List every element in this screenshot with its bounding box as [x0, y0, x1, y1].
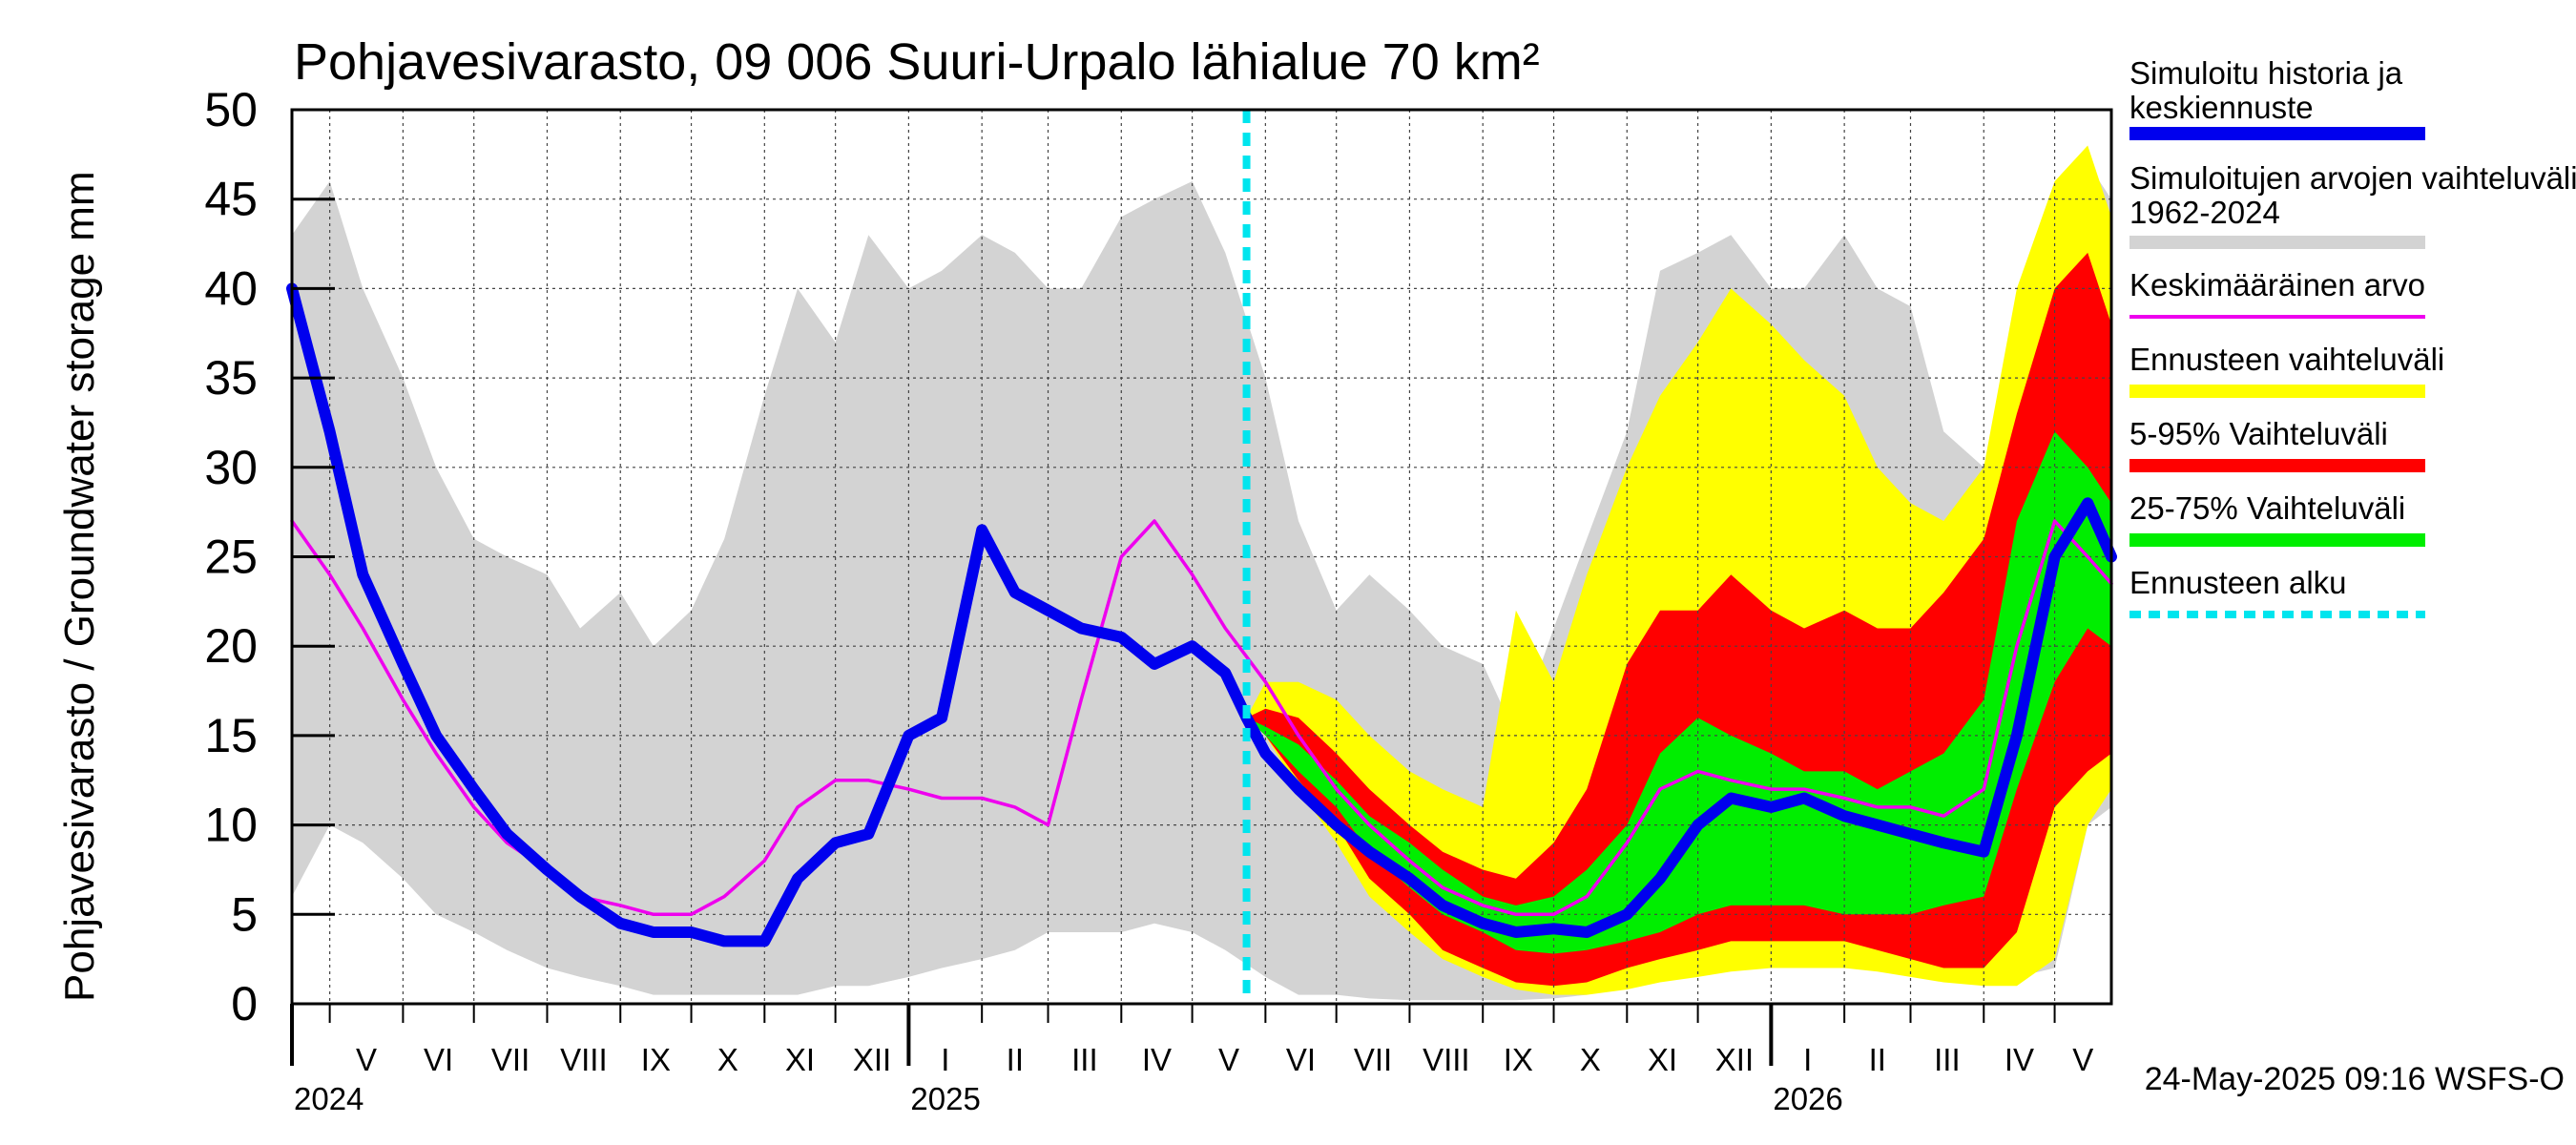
month-label: VII	[1354, 1042, 1392, 1077]
legend-label-range: Simuloitujen arvojen vaihteluväli 1962-20…	[2129, 160, 2576, 230]
month-label: I	[941, 1042, 949, 1077]
y-tick-label: 5	[231, 887, 258, 941]
chart-title: Pohjavesivarasto, 09 006 Suuri-Urpalo lä…	[294, 33, 1540, 91]
month-label: VIII	[1423, 1042, 1470, 1077]
month-label: XII	[1715, 1042, 1754, 1077]
legend-label-history: Simuloitu historia ja keskiennuste	[2129, 55, 2403, 125]
month-label: IX	[641, 1042, 671, 1077]
month-label: XI	[785, 1042, 815, 1077]
grid-layer	[292, 110, 2111, 1004]
month-label: VI	[424, 1042, 453, 1077]
legend-label-p5_95: 5-95% Vaihteluväli	[2129, 416, 2388, 451]
y-tick-label: 15	[204, 709, 258, 762]
legend-label-forecast_start: Ennusteen alku	[2129, 565, 2347, 600]
month-label: III	[1071, 1042, 1098, 1077]
year-label: 2026	[1773, 1081, 1842, 1116]
x-ticks: V VI VII VIII IX X XI XII I II III IV V VI VII VIII IX X X…	[290, 1004, 2093, 1116]
year-label: 2024	[294, 1081, 364, 1116]
month-label: V	[2072, 1042, 2093, 1077]
series-history	[286, 282, 2117, 947]
month-label: III	[1934, 1042, 1961, 1077]
y-tick-label: 25	[204, 531, 258, 584]
month-label: IV	[1142, 1042, 1172, 1077]
timestamp: 24-May-2025 09:16 WSFS-O	[2145, 1061, 2565, 1097]
month-label: IV	[2005, 1042, 2034, 1077]
month-label: II	[1007, 1042, 1024, 1077]
band-25-75	[1246, 431, 2111, 954]
y-ticks: 0 5 10 15 20 25 30 35 40 45 50	[204, 83, 335, 1030]
month-label: XII	[853, 1042, 891, 1077]
lines-layer	[286, 110, 2117, 1004]
legend: Simuloitu historia ja keskiennuste Simuloi…	[2129, 55, 2576, 618]
y-tick-label: 0	[231, 977, 258, 1030]
legend-label-p25_75: 25-75% Vaihteluväli	[2129, 490, 2405, 526]
month-label: VII	[491, 1042, 530, 1077]
bands-layer	[292, 145, 2111, 1001]
month-label: II	[1869, 1042, 1886, 1077]
y-tick-label: 20	[204, 619, 258, 673]
y-tick-label: 10	[204, 799, 258, 852]
y-tick-label: 50	[204, 83, 258, 136]
month-label: X	[717, 1042, 738, 1077]
legend-label-forecast_range: Ennusteen vaihteluväli	[2129, 342, 2444, 377]
month-label: I	[1803, 1042, 1812, 1077]
y-axis-label: Pohjavesivarasto / Groundwater storage m…	[56, 171, 103, 1002]
y-tick-label: 45	[204, 173, 258, 226]
y-tick-label: 40	[204, 261, 258, 315]
month-label: XI	[1648, 1042, 1677, 1077]
month-label: V	[356, 1042, 377, 1077]
month-label: VIII	[560, 1042, 608, 1077]
month-label: X	[1580, 1042, 1601, 1077]
month-label: IX	[1504, 1042, 1533, 1077]
series-mean	[290, 519, 2113, 917]
y-tick-label: 35	[204, 351, 258, 405]
legend-label-mean: Keskimääräinen arvo	[2129, 267, 2425, 302]
month-label: V	[1218, 1042, 1239, 1077]
y-tick-label: 30	[204, 441, 258, 494]
month-label: VI	[1286, 1042, 1316, 1077]
year-label: 2025	[910, 1081, 980, 1116]
